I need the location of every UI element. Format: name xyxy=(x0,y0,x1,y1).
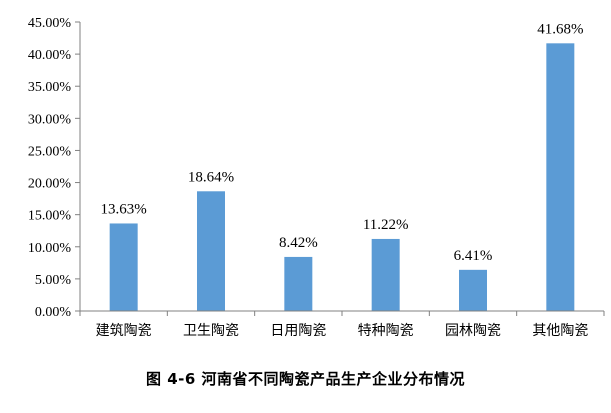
data-label: 6.41% xyxy=(454,248,493,264)
bar-chart: 0.00% 5.00% 10.00% 15.00% 20.00% 25.00% 30.00%… xyxy=(28,16,605,339)
data-label: 8.42% xyxy=(279,235,318,251)
y-tick-label: 35.00% xyxy=(28,80,72,95)
x-tick-label: 卫生陶瓷 xyxy=(183,323,239,339)
y-tick-label: 5.00% xyxy=(35,273,72,288)
x-axis: 建筑陶瓷 卫生陶瓷 日用陶瓷 特种陶瓷 园林陶瓷 其他陶瓷 xyxy=(79,310,605,339)
y-tick-label: 30.00% xyxy=(28,112,72,127)
y-tick-label: 0.00% xyxy=(35,305,72,320)
bar xyxy=(197,191,225,311)
data-label: 18.64% xyxy=(188,169,234,185)
bar xyxy=(109,223,138,311)
y-tick-label: 25.00% xyxy=(28,144,72,159)
data-label: 13.63% xyxy=(101,201,147,217)
y-tick-label: 45.00% xyxy=(28,16,72,31)
x-tick-label: 园林陶瓷 xyxy=(445,323,501,339)
y-tick-label: 40.00% xyxy=(28,48,72,63)
bars xyxy=(109,43,575,311)
y-tick-label: 15.00% xyxy=(28,209,72,224)
bar xyxy=(371,238,400,311)
figure-caption: 图 4-6 河南省不同陶瓷产品生产企业分布情况 xyxy=(145,370,466,388)
y-axis: 0.00% 5.00% 10.00% 15.00% 20.00% 25.00% 30.00%… xyxy=(28,16,81,320)
x-tick-label: 其他陶瓷 xyxy=(532,323,588,339)
data-label: 41.68% xyxy=(537,21,583,37)
data-labels: 13.63% 18.64% 8.42% 11.22% 6.41% 41.68% xyxy=(101,21,584,264)
bar xyxy=(546,43,575,311)
x-tick-label: 特种陶瓷 xyxy=(358,323,414,339)
x-tick-label: 建筑陶瓷 xyxy=(96,323,152,339)
bar xyxy=(459,269,487,311)
x-tick-label: 日用陶瓷 xyxy=(270,323,326,339)
y-tick-label: 10.00% xyxy=(28,241,72,256)
data-label: 11.22% xyxy=(363,217,409,233)
bar xyxy=(284,256,313,311)
y-tick-label: 20.00% xyxy=(28,177,72,192)
